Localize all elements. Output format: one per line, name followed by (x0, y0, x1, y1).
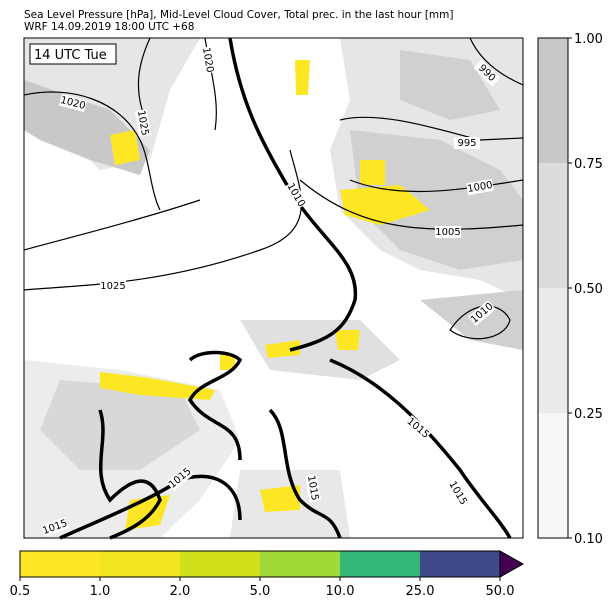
time-box (29, 43, 117, 65)
isobar-label-bg (454, 137, 480, 149)
isobar-label: 1020 (200, 47, 215, 74)
cloud-color-bin (538, 413, 568, 538)
isobar-label-bg (40, 516, 70, 538)
time-label: 14 UTC Tue (34, 48, 107, 63)
cloud-color-bin (538, 288, 568, 413)
isobar-label-bg (466, 178, 494, 196)
precip-tick-label: 1.0 (90, 584, 111, 599)
isobar-label-bg (435, 226, 461, 238)
precip-color-bin (420, 551, 501, 577)
isobar-label: 1015 (305, 475, 320, 502)
cloud-color-bin (538, 163, 568, 288)
isobar-label-bg (134, 109, 152, 137)
precip-color-bin (20, 551, 101, 577)
isobar-label: 995 (457, 138, 476, 149)
cloud-tick-label: 0.10 (574, 532, 603, 547)
isobar-label: 1000 (467, 180, 494, 195)
isobar-label-bg (58, 93, 88, 113)
cloud-tick-label: 1.00 (574, 32, 603, 47)
isobar-label-bg (284, 180, 308, 210)
precip-tick-label: 2.0 (170, 584, 191, 599)
precip-color-bin (340, 551, 421, 577)
precip-tick-label: 5.0 (250, 584, 271, 599)
precip-tick-label: 50.0 (486, 584, 515, 599)
precip-tick-label: 0.5 (10, 584, 31, 599)
isobar-label-bg (199, 46, 217, 74)
precip-tick-label: 25.0 (406, 584, 435, 599)
isobar-label-bg (404, 415, 432, 441)
isobar-label-bg (304, 474, 322, 502)
subtitle: WRF 14.09.2019 18:00 UTC +68 (24, 21, 194, 33)
isobar-label: 1025 (100, 281, 125, 292)
isobar-label-bg (446, 478, 470, 508)
precip-color-bin (260, 551, 341, 577)
cloud-tick-label: 0.75 (574, 157, 603, 172)
cloud-tick-label: 0.50 (574, 282, 603, 297)
isobar-label-bg (468, 300, 496, 326)
map: 14 UTC Tue 10201020102599099510001005101… (23, 37, 524, 540)
precip-tick-label: 10.0 (326, 584, 355, 599)
isobar-label-bg (100, 280, 126, 292)
isobar-label: 1025 (135, 110, 150, 137)
precip-color-bin (100, 551, 181, 577)
precip-color-bin (180, 551, 261, 577)
cloud-tick-label: 0.25 (574, 407, 603, 422)
extend-arrow (499, 550, 525, 578)
title: Sea Level Pressure [hPa], Mid-Level Clou… (24, 9, 454, 21)
isobar-label: 1005 (435, 227, 460, 238)
isobar-label-bg (166, 465, 194, 491)
isobar-label-bg (473, 59, 501, 87)
cloud-color-bin (538, 38, 568, 163)
